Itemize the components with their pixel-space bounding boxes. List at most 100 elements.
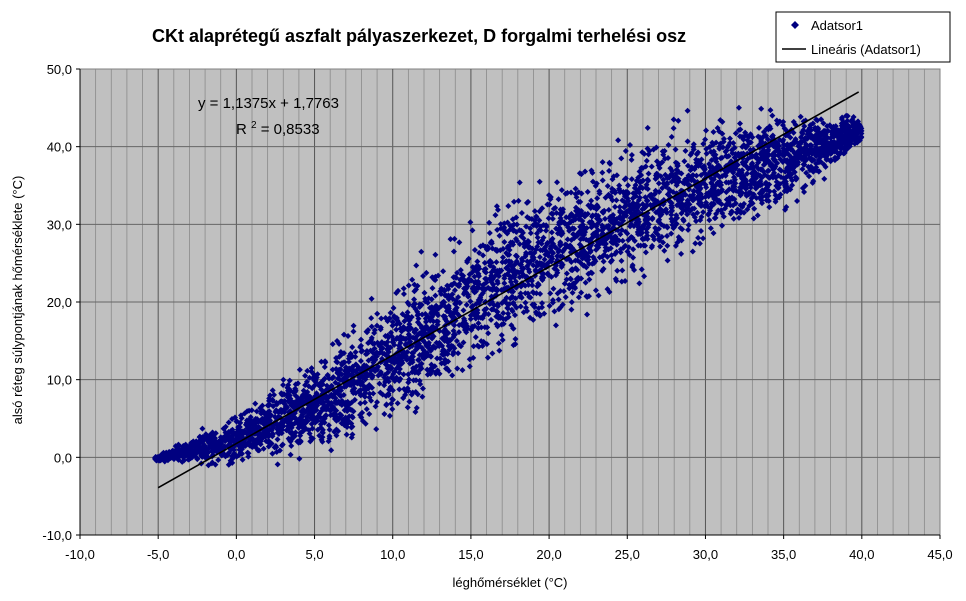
data-point	[665, 154, 672, 161]
data-point	[429, 285, 436, 292]
data-point	[362, 351, 369, 358]
data-point	[422, 318, 429, 325]
data-point	[544, 270, 551, 277]
data-point	[348, 424, 355, 431]
data-point	[536, 310, 543, 317]
data-point	[450, 331, 457, 338]
data-point	[486, 230, 493, 237]
data-point	[789, 147, 796, 154]
data-point	[722, 148, 729, 155]
data-point	[681, 158, 688, 165]
data-point	[732, 180, 739, 187]
data-point	[190, 450, 197, 457]
data-point	[235, 442, 242, 449]
data-point	[803, 169, 810, 176]
data-point	[799, 166, 806, 173]
data-point	[682, 207, 689, 214]
data-point	[801, 123, 808, 130]
data-point	[559, 209, 566, 216]
data-point	[559, 261, 566, 268]
data-point	[288, 442, 295, 449]
data-point	[422, 315, 429, 322]
data-point	[430, 306, 437, 313]
data-point	[600, 265, 607, 272]
data-point	[656, 164, 663, 171]
data-point	[273, 448, 280, 455]
data-point	[794, 198, 801, 205]
data-point	[612, 203, 619, 210]
data-point	[716, 143, 723, 150]
data-point	[304, 367, 311, 374]
data-point	[546, 302, 553, 309]
data-point	[561, 280, 568, 287]
data-point	[484, 324, 491, 331]
data-point	[747, 139, 754, 146]
data-point	[735, 104, 742, 111]
data-point	[622, 188, 629, 195]
data-point	[319, 426, 326, 433]
data-point	[672, 146, 679, 153]
data-point	[525, 266, 532, 273]
data-point	[461, 289, 468, 296]
data-point	[700, 209, 707, 216]
data-point	[527, 249, 534, 256]
data-point	[829, 131, 836, 138]
data-point	[736, 120, 743, 127]
data-point	[602, 215, 609, 222]
data-point	[651, 190, 658, 197]
data-point	[730, 215, 737, 222]
data-point	[571, 225, 578, 232]
data-point	[469, 227, 476, 234]
data-point	[483, 276, 490, 283]
data-point	[637, 231, 644, 238]
data-point	[703, 127, 710, 134]
data-point	[454, 365, 461, 372]
data-point	[507, 222, 514, 229]
data-point	[684, 138, 691, 145]
data-point	[449, 372, 456, 379]
data-point	[629, 264, 636, 271]
data-point	[852, 137, 859, 144]
data-point	[501, 275, 508, 282]
data-point	[719, 118, 726, 125]
data-point	[713, 190, 720, 197]
data-point	[807, 127, 814, 134]
data-point	[684, 107, 691, 114]
data-point	[825, 140, 832, 147]
data-point	[677, 192, 684, 199]
data-point	[503, 250, 510, 257]
data-point	[780, 175, 787, 182]
data-point	[828, 157, 835, 164]
data-point	[554, 179, 561, 186]
data-point	[622, 242, 629, 249]
data-point	[675, 175, 682, 182]
data-point	[589, 270, 596, 277]
data-point	[408, 391, 415, 398]
data-point	[371, 340, 378, 347]
data-point	[677, 224, 684, 231]
data-point	[318, 408, 325, 415]
data-point	[271, 413, 278, 420]
data-point	[371, 327, 378, 334]
data-point	[520, 309, 527, 316]
data-point	[771, 157, 778, 164]
data-point	[409, 276, 416, 283]
data-point	[664, 257, 671, 264]
data-point	[269, 397, 276, 404]
data-point	[384, 332, 391, 339]
data-point	[559, 218, 566, 225]
data-point	[313, 407, 320, 414]
data-point	[707, 225, 714, 232]
data-point	[624, 248, 631, 255]
data-point	[838, 120, 845, 127]
data-point	[576, 241, 583, 248]
data-point	[694, 209, 701, 216]
data-point	[791, 155, 798, 162]
data-point	[550, 205, 557, 212]
y-tick-label: 20,0	[47, 295, 72, 310]
data-point	[449, 282, 456, 289]
data-point	[183, 449, 190, 456]
data-point	[606, 288, 613, 295]
data-point	[699, 164, 706, 171]
x-tick-label: 5,0	[306, 547, 324, 562]
